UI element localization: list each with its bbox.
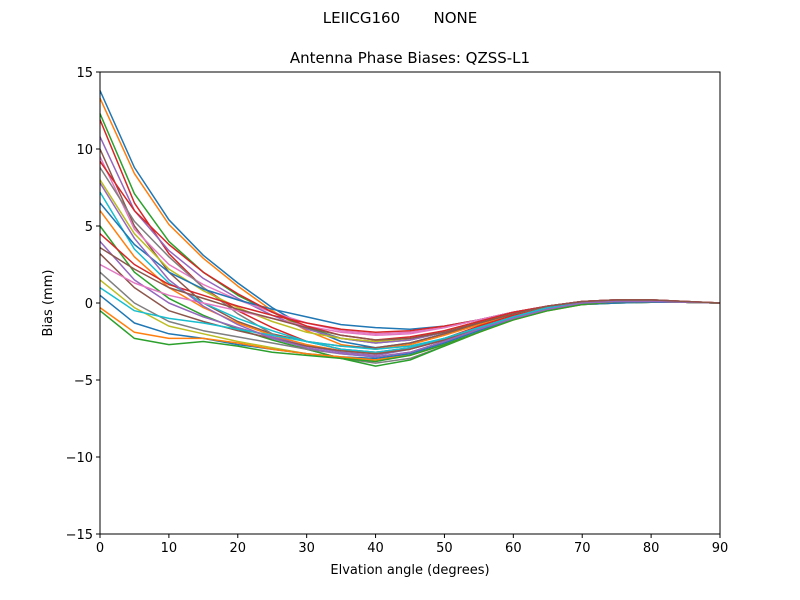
chart-title: Antenna Phase Biases: QZSS-L1 [289, 49, 531, 67]
x-tick-label: 40 [367, 541, 384, 556]
series-line-25 [99, 182, 721, 358]
x-axis-label: Elvation angle (degrees) [330, 563, 489, 578]
series-line-9 [99, 179, 721, 343]
x-axis-ticks: 0 10 20 30 40 50 60 70 80 90 [96, 534, 728, 556]
x-tick-label: 70 [574, 541, 591, 556]
series-line-2 [99, 97, 721, 350]
y-axis-ticks: −15 −10 −5 0 5 10 15 [66, 66, 100, 543]
y-tick-label: 15 [76, 66, 93, 81]
series-line-26 [99, 246, 721, 341]
y-tick-label: 0 [85, 297, 93, 312]
series-line-3 [99, 113, 721, 344]
chart-suptitle: LEIICG160 NONE [322, 9, 478, 27]
series-line-1 [99, 90, 721, 349]
x-tick-label: 90 [712, 541, 729, 556]
y-axis-label: Bias (mm) [41, 270, 56, 337]
y-tick-label: 10 [76, 143, 93, 158]
x-tick-label: 20 [230, 541, 247, 556]
x-tick-label: 30 [298, 541, 315, 556]
y-tick-label: −15 [66, 528, 93, 543]
x-tick-label: 10 [161, 541, 178, 556]
x-tick-label: 80 [643, 541, 660, 556]
y-tick-label: 5 [85, 220, 93, 235]
x-tick-label: 0 [96, 541, 104, 556]
x-tick-label: 50 [436, 541, 453, 556]
series-lines [99, 90, 721, 367]
series-line-4 [99, 119, 721, 354]
x-tick-label: 60 [505, 541, 522, 556]
y-tick-label: −10 [66, 451, 93, 466]
y-tick-label: −5 [74, 374, 93, 389]
